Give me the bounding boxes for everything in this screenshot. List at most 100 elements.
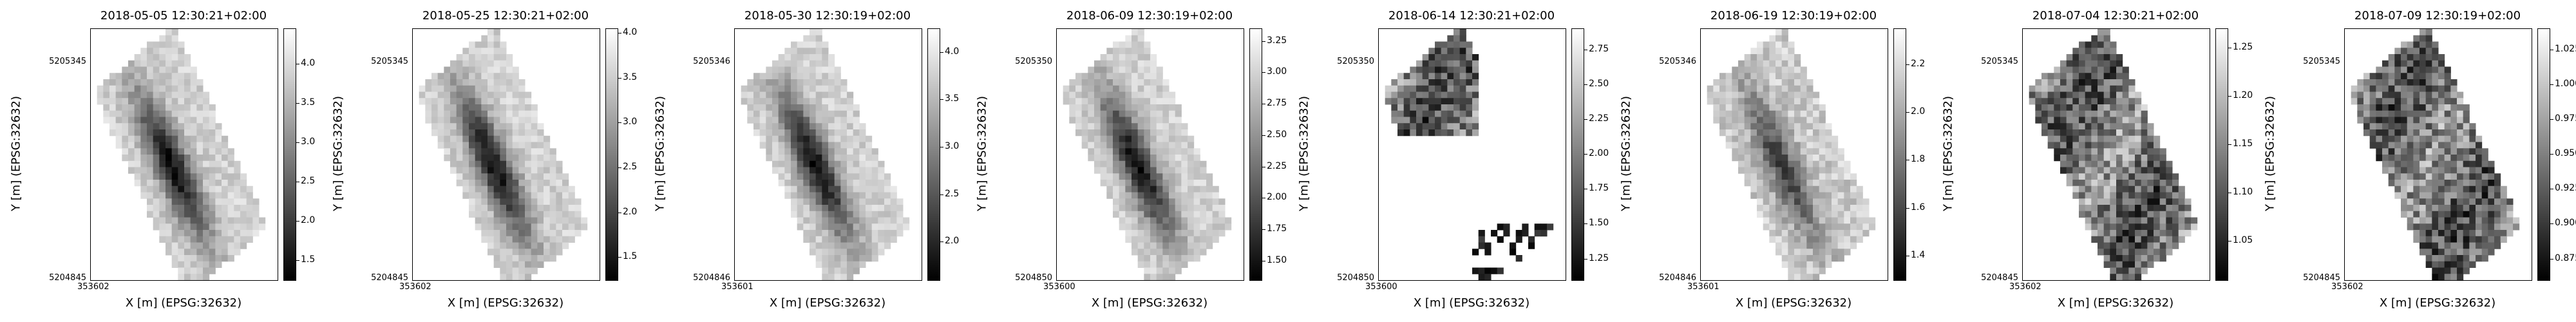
heatmap-cell: [2128, 123, 2136, 130]
heatmap-cell: [2047, 142, 2054, 149]
heatmap-cell: [784, 66, 791, 73]
heatmap-cell: [166, 104, 173, 111]
heatmap-cell: [797, 110, 804, 117]
heatmap-cell: [562, 223, 569, 231]
heatmap-cell: [1069, 79, 1076, 86]
heatmap-cell: [871, 205, 878, 212]
heatmap-cell: [1088, 91, 1095, 99]
heatmap-cell: [1162, 160, 1170, 167]
heatmap-cell: [1156, 267, 1163, 274]
heatmap-cell: [2159, 223, 2166, 231]
heatmap-cell: [1169, 230, 1176, 237]
heatmap-cell: [134, 123, 141, 130]
heatmap-cell: [2425, 249, 2432, 256]
heatmap-cell: [444, 129, 451, 137]
heatmap-cell: [462, 48, 469, 55]
heatmap-cell: [1218, 223, 1226, 231]
heatmap-cell: [803, 135, 810, 142]
heatmap-cell: [2363, 85, 2371, 92]
heatmap-cell: [481, 223, 488, 231]
heatmap-cell: [1725, 117, 1732, 124]
heatmap-cell: [1125, 160, 1132, 167]
heatmap-cell: [1132, 54, 1139, 61]
heatmap-cell: [518, 180, 526, 187]
heatmap-cell: [1750, 60, 1757, 67]
heatmap-cell: [866, 205, 873, 212]
heatmap-cell: [488, 98, 495, 105]
heatmap-cell: [2432, 167, 2439, 174]
heatmap-cell: [1800, 91, 1807, 99]
heatmap-cell: [828, 79, 835, 86]
heatmap-cell: [531, 261, 538, 268]
heatmap-cell: [2154, 242, 2161, 249]
heatmap-cell: [1162, 135, 1170, 142]
heatmap-cell: [1794, 98, 1801, 105]
heatmap-cell: [184, 98, 191, 105]
heatmap-cell: [1813, 223, 1820, 231]
heatmap-cell: [227, 148, 234, 155]
heatmap-cell: [1466, 85, 1473, 92]
heatmap-cell: [512, 85, 519, 92]
heatmap-cell: [2135, 135, 2142, 142]
heatmap-cell: [1188, 167, 1195, 174]
heatmap-cell: [140, 180, 147, 187]
heatmap-cell: [2444, 223, 2451, 231]
heatmap-cell: [2091, 91, 2098, 99]
heatmap-cell: [240, 217, 247, 224]
heatmap-cell: [1403, 104, 1410, 111]
heatmap-cell: [2401, 91, 2408, 99]
heatmap-cell: [493, 185, 500, 193]
heatmap-cell: [2469, 236, 2476, 243]
heatmap-cell: [753, 98, 761, 105]
heatmap-cell: [469, 117, 476, 124]
heatmap-cell: [493, 217, 500, 224]
heatmap-cell: [834, 79, 841, 86]
heatmap-cell: [1763, 79, 1770, 86]
heatmap-cell: [1162, 129, 1170, 137]
heatmap-cell: [166, 242, 173, 249]
heatmap-cell: [103, 117, 110, 124]
heatmap-cell: [2444, 217, 2451, 224]
heatmap-cell: [500, 104, 507, 111]
heatmap-cell: [2476, 173, 2483, 180]
heatmap-cell: [1781, 198, 1788, 205]
heatmap-cell: [1788, 192, 1795, 199]
heatmap-cell: [815, 185, 822, 193]
heatmap-cell: [537, 148, 544, 155]
heatmap-cell: [840, 123, 848, 130]
heatmap-cell: [803, 173, 810, 180]
heatmap-cell: [488, 192, 495, 199]
heatmap-cell: [822, 198, 829, 205]
heatmap-cell: [1094, 117, 1101, 124]
heatmap-cell: [437, 135, 444, 142]
heatmap-cell: [1813, 104, 1820, 111]
heatmap-cell: [1781, 110, 1788, 117]
heatmap-cell: [853, 255, 860, 262]
heatmap-cell: [1144, 123, 1151, 130]
heatmap-cell: [1757, 41, 1764, 48]
heatmap-cell: [2072, 54, 2079, 61]
heatmap-cell: [147, 104, 154, 111]
heatmap-cell: [2122, 155, 2129, 162]
y-axis-label: Y [m] (EPSG:32632): [9, 96, 23, 211]
heatmap-cell: [1119, 48, 1126, 55]
heatmap-cell: [531, 230, 538, 237]
heatmap-cell: [2184, 198, 2192, 205]
heatmap-cell: [1088, 98, 1095, 105]
heatmap-cell: [171, 180, 178, 187]
heatmap-cell: [2159, 173, 2166, 180]
heatmap-cell: [1181, 192, 1188, 199]
heatmap-cell: [1466, 66, 1473, 73]
heatmap-cell: [184, 180, 191, 187]
heatmap-cell: [2103, 85, 2110, 92]
heatmap-cell: [784, 142, 791, 149]
colorbar-tick-label: 2.00: [1267, 192, 1287, 203]
heatmap-cell: [1137, 98, 1144, 105]
heatmap-cell: [1106, 173, 1113, 180]
heatmap-cell: [859, 249, 866, 256]
heatmap-cell: [2444, 117, 2451, 124]
heatmap-cell: [481, 236, 488, 243]
heatmap-cell: [171, 41, 178, 48]
heatmap-cell: [196, 98, 204, 105]
heatmap-cell: [481, 129, 488, 137]
